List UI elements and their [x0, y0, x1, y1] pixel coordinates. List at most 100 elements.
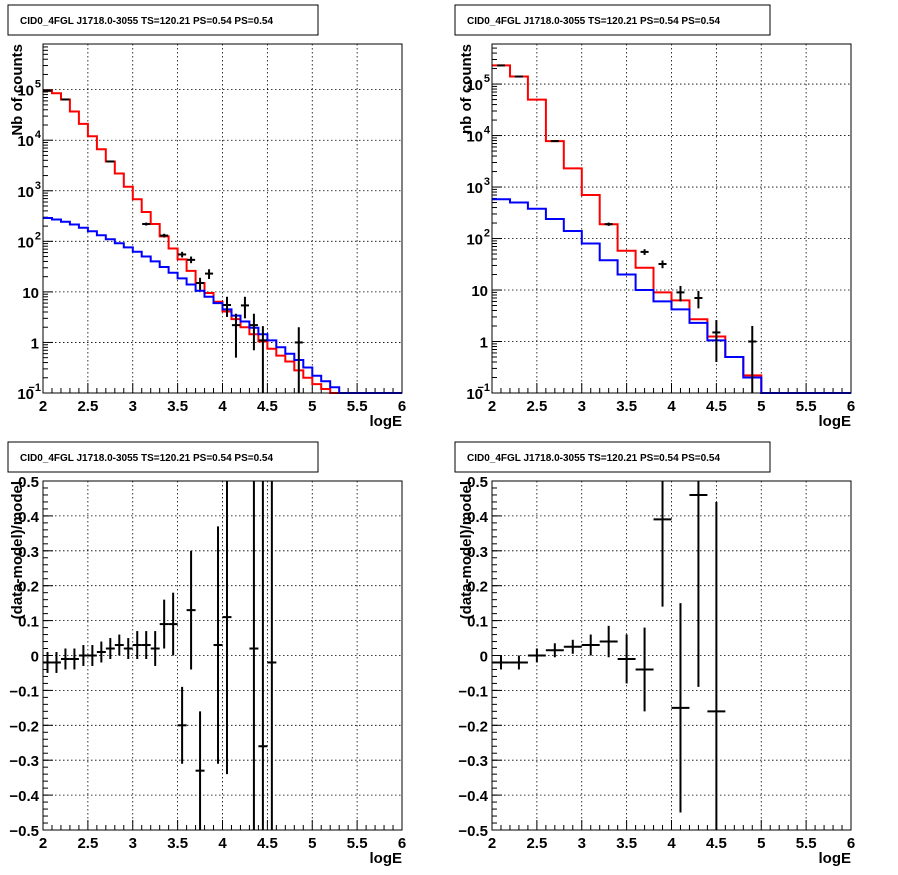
chart-title-box	[7, 4, 319, 36]
y-tick-label: −0.5	[458, 823, 488, 840]
y-axis-label: nb of counts	[458, 44, 475, 134]
y-tick-label: 10	[22, 285, 39, 302]
y-tick-label: 10	[466, 129, 483, 146]
y-tick-label: 0.4	[18, 509, 40, 526]
y-axis-label: (data-model)/model	[458, 481, 475, 619]
y-tick-label: 10	[466, 180, 483, 197]
x-tick-label: 3.5	[616, 398, 637, 415]
x-tick-label: 6	[847, 835, 855, 852]
y-tick-label: 0.4	[467, 509, 489, 526]
x-tick-label: 5.5	[347, 835, 368, 852]
residual-panel-right: 2 2.5 3 3.5 4 4.5 5 5.5 6 −0.5 −0.4 −0.3 −0.2 −0.1 0 0.…	[454, 441, 855, 867]
x-tick-label: 3	[129, 835, 137, 852]
y-tick-label: −0.2	[458, 718, 488, 735]
y-tick-label: 10	[466, 77, 483, 94]
y-tick-label: 10	[17, 234, 34, 251]
x-tick-label: 2	[39, 835, 47, 852]
chart-title-box	[454, 441, 771, 473]
x-tick-label: 3.5	[616, 835, 637, 852]
x-tick-label: 4.5	[706, 835, 727, 852]
y-tick-exponent: 5	[484, 73, 490, 85]
x-tick-label: 5.5	[796, 398, 817, 415]
y-tick-exponent: 4	[35, 129, 42, 141]
plot-frame	[491, 480, 852, 831]
x-tick-label: 4	[667, 398, 676, 415]
x-tick-label: 4	[667, 835, 676, 852]
chart-title-box	[454, 4, 771, 36]
x-axis-label: logE	[819, 413, 852, 430]
y-tick-label: 10	[17, 386, 34, 403]
x-tick-label: 2.5	[77, 835, 98, 852]
x-axis-label: logE	[819, 850, 852, 867]
y-tick-label: −0.3	[9, 753, 39, 770]
x-tick-label: 3.5	[167, 835, 188, 852]
x-tick-label: 5	[308, 835, 316, 852]
y-tick-exponent: −1	[28, 382, 41, 394]
chart-title-box	[7, 441, 319, 473]
y-tick-label: 0.5	[18, 474, 39, 491]
y-tick-exponent: 3	[484, 176, 490, 188]
x-tick-label: 2.5	[77, 398, 98, 415]
x-tick-label: 5.5	[347, 398, 368, 415]
y-tick-label: 0	[31, 649, 39, 666]
x-tick-label: 2	[488, 835, 496, 852]
x-tick-label: 4.5	[257, 398, 278, 415]
y-tick-label: 10	[17, 83, 34, 100]
x-tick-label: 2.5	[526, 835, 547, 852]
x-axis-label: logE	[370, 413, 403, 430]
y-tick-label: 0.1	[18, 614, 39, 631]
model-histogram-series	[492, 198, 851, 394]
residual-panel-left: 2 2.5 3 3.5 4 4.5 5 5.5 6 −0.5 −0.4 −0.3 −0.2 −0.1 0 0.…	[7, 441, 406, 867]
y-tick-label: 10	[17, 133, 34, 150]
y-tick-label: −0.3	[458, 753, 488, 770]
y-tick-label: −0.2	[9, 718, 39, 735]
y-tick-exponent: 5	[35, 79, 41, 91]
chart-title: CID0_4FGL J1718.0-3055 TS=120.21 PS=0.54…	[20, 16, 273, 27]
x-tick-label: 3	[578, 835, 586, 852]
y-tick-label: 0.3	[467, 544, 488, 561]
x-tick-label: 2.5	[526, 398, 547, 415]
x-axis-label: logE	[370, 850, 403, 867]
y-axis-label: (data-model)/model	[9, 481, 26, 619]
y-tick-label: −0.4	[9, 788, 39, 805]
y-tick-label: −0.4	[458, 788, 488, 805]
x-tick-label: 5.5	[796, 835, 817, 852]
y-tick-exponent: −1	[477, 382, 490, 394]
x-tick-label: 4	[218, 398, 227, 415]
y-tick-exponent: 3	[35, 180, 41, 192]
chart-title: CID0_4FGL J1718.0-3055 TS=120.21 PS=0.54…	[467, 16, 720, 27]
x-tick-label: 4	[218, 835, 227, 852]
y-tick-label: 1	[480, 335, 488, 352]
plot-frame	[42, 480, 403, 831]
x-tick-label: 2	[488, 398, 496, 415]
chart-title: CID0_4FGL J1718.0-3055 TS=120.21 PS=0.54…	[467, 453, 720, 464]
plot-frame	[491, 43, 852, 394]
y-tick-label: 1	[31, 335, 39, 352]
x-tick-label: 2	[39, 398, 47, 415]
x-tick-label: 5	[757, 835, 765, 852]
model-histogram-series	[43, 217, 402, 394]
x-tick-label: 3.5	[167, 398, 188, 415]
x-tick-label: 4.5	[706, 398, 727, 415]
x-tick-label: 3	[578, 398, 586, 415]
y-tick-label: 0.1	[467, 614, 488, 631]
x-tick-label: 5	[308, 398, 316, 415]
chart-title: CID0_4FGL J1718.0-3055 TS=120.21 PS=0.54…	[20, 453, 273, 464]
y-tick-label: 0.2	[467, 579, 488, 596]
y-tick-label: −0.1	[9, 683, 39, 700]
x-tick-label: 6	[847, 398, 855, 415]
y-tick-exponent: 2	[484, 228, 490, 240]
y-tick-exponent: 4	[484, 125, 491, 137]
y-tick-label: 0.2	[18, 579, 39, 596]
x-tick-label: 4.5	[257, 835, 278, 852]
x-tick-label: 6	[398, 398, 406, 415]
y-tick-label: 10	[17, 184, 34, 201]
y-tick-label: 0.5	[467, 474, 488, 491]
x-tick-label: 5	[757, 398, 765, 415]
y-tick-label: 10	[466, 386, 483, 403]
y-tick-label: 0.3	[18, 544, 39, 561]
y-tick-label: −0.5	[9, 823, 39, 840]
